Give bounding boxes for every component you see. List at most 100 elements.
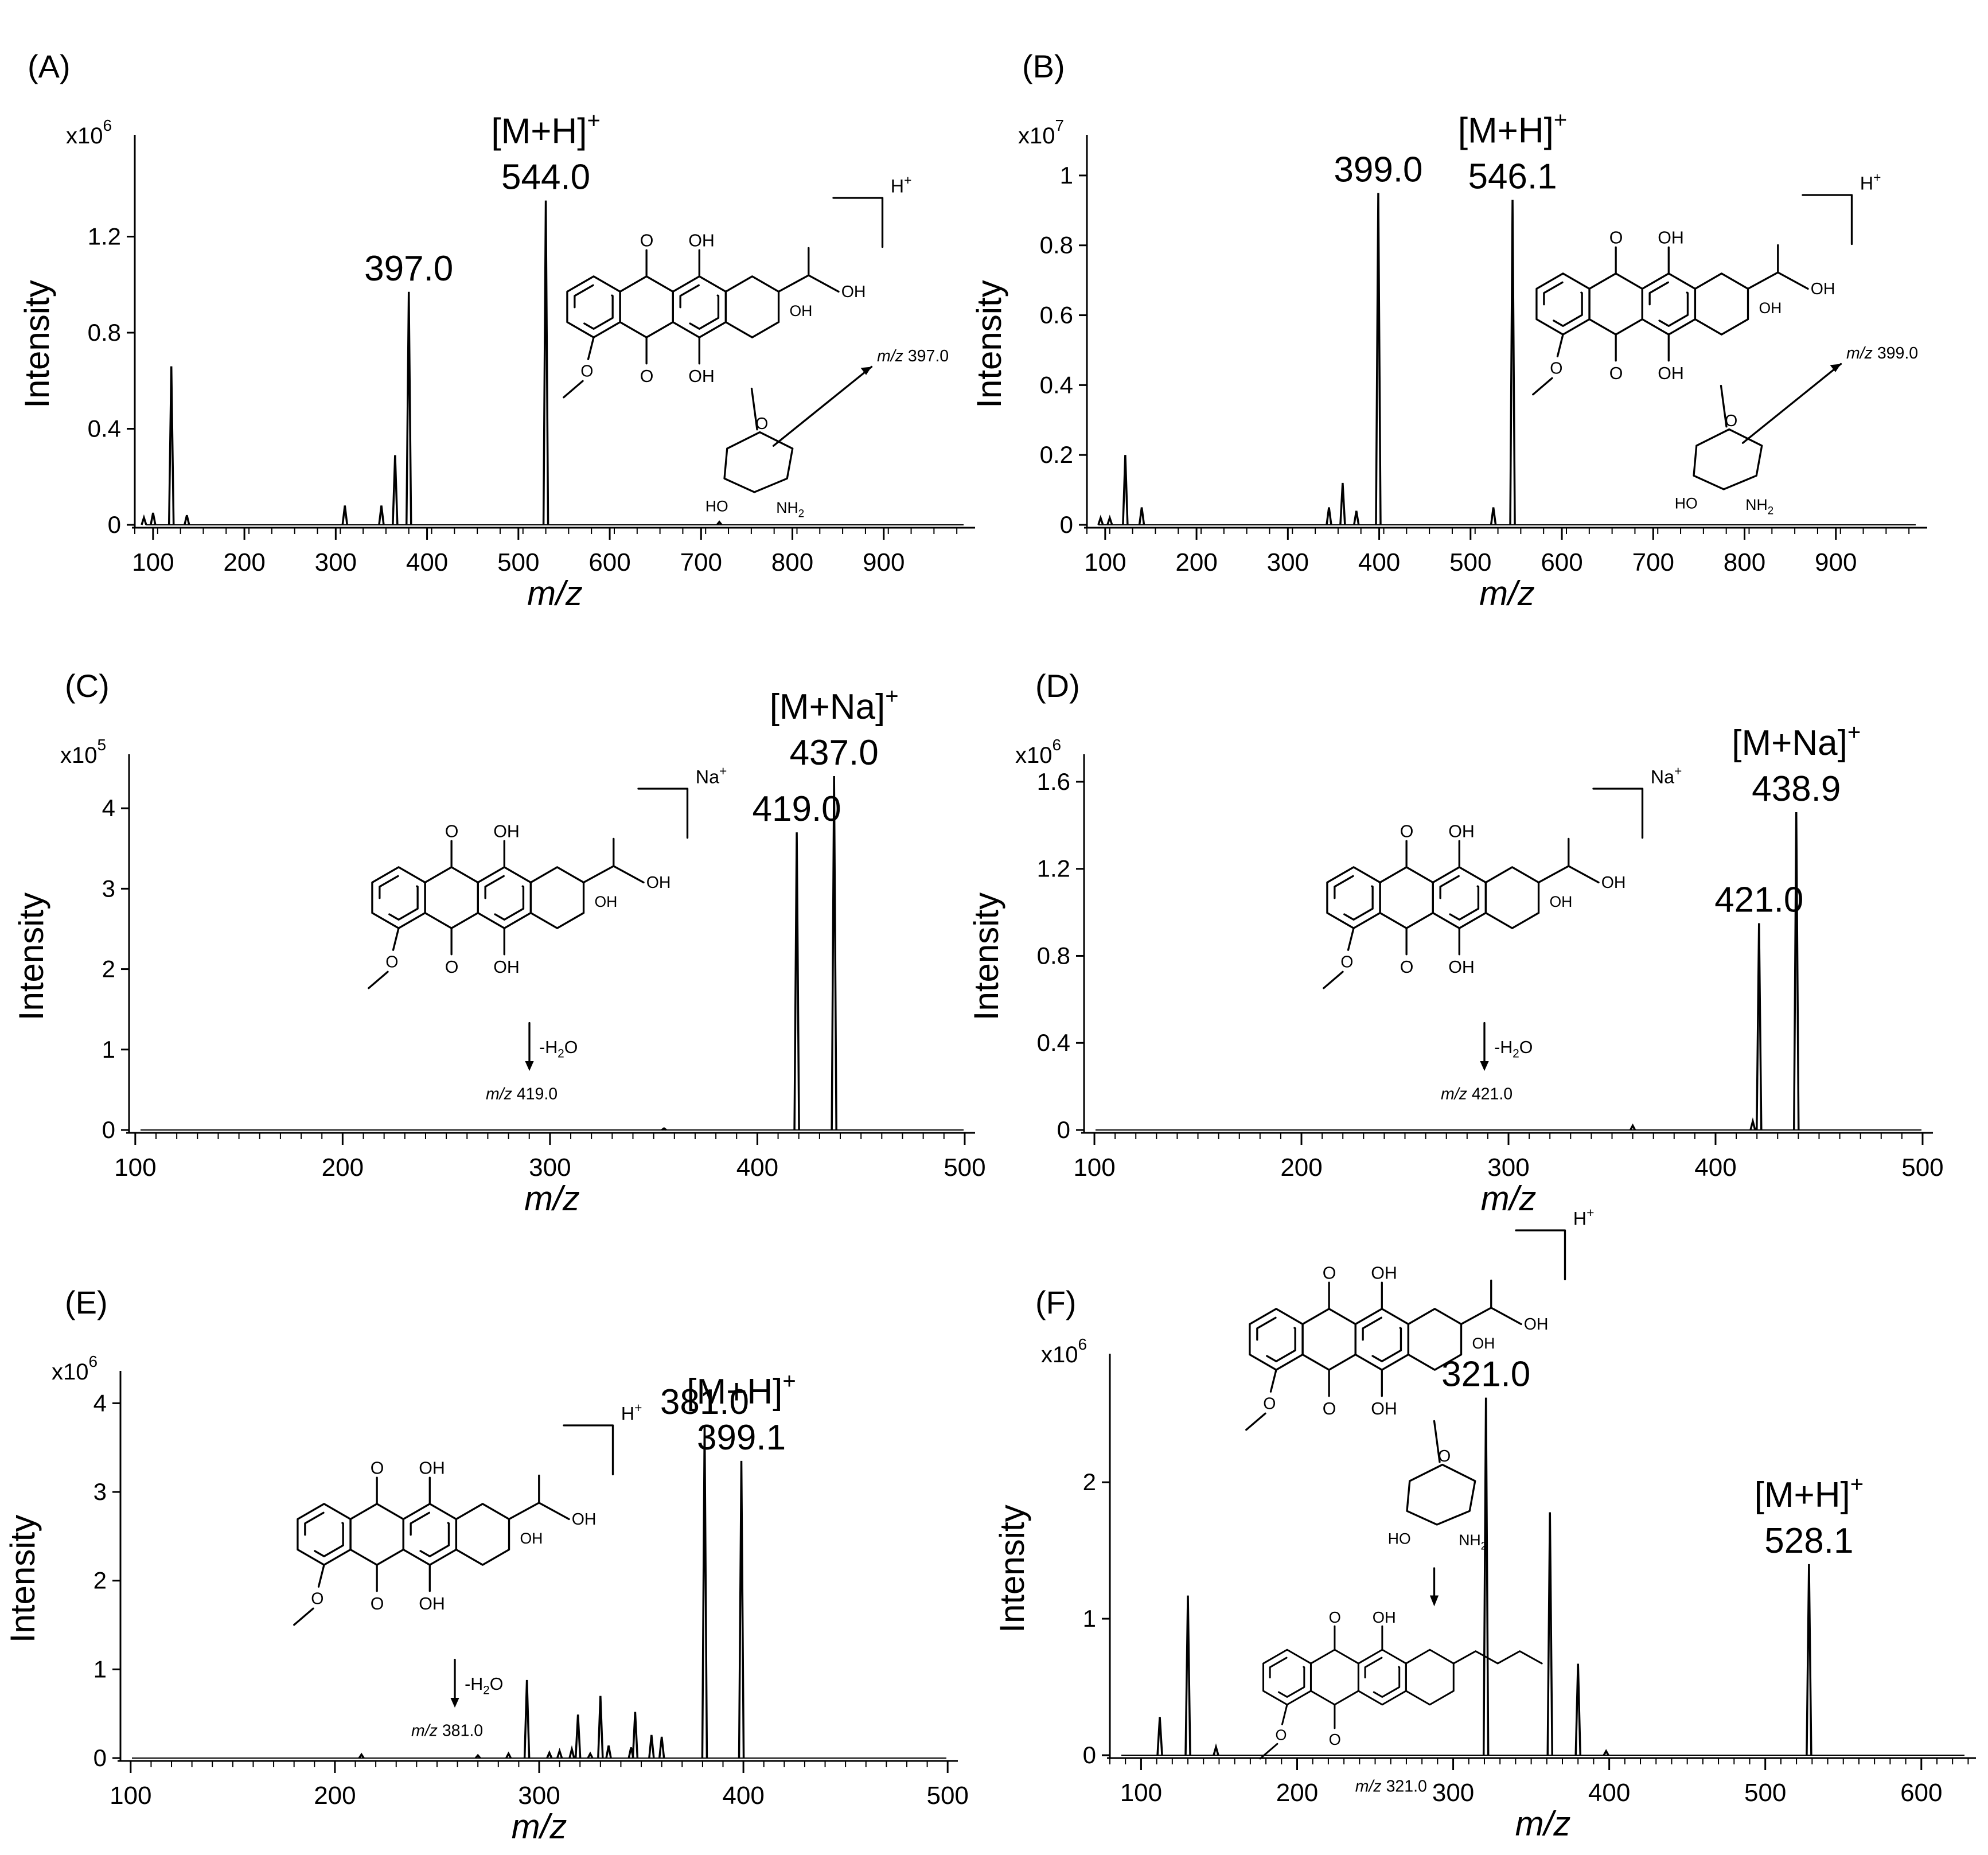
- atom-oh: OH: [1373, 1608, 1396, 1626]
- ion-bracket: [1802, 194, 1853, 245]
- arrow-head: [1830, 364, 1841, 372]
- peak: [523, 1679, 531, 1759]
- loss-label: -H2O: [465, 1674, 503, 1697]
- aromatic-bond: [304, 1511, 344, 1557]
- peak: [605, 1745, 612, 1759]
- x-axis-title: m/z: [1481, 1179, 1537, 1218]
- atom-o: O: [1329, 1731, 1341, 1748]
- peak: [661, 1127, 667, 1131]
- atom-oh: OH: [646, 874, 671, 892]
- atom-oh: OH: [1371, 1399, 1397, 1418]
- x-tick-label: 100: [1084, 548, 1126, 576]
- y-tick-label: 1.2: [88, 223, 121, 250]
- y-tick-label: 1: [1060, 162, 1073, 189]
- ring-4: [1694, 272, 1749, 336]
- atom-o: O: [445, 822, 459, 841]
- y-tick-label: 0.4: [1040, 371, 1073, 398]
- structure-dihydroxy-aglycone: O O OH OH O OH OH Na+ -H2O m/z 421.0: [1323, 763, 1682, 1104]
- side-chain: [1747, 271, 1809, 290]
- ion-bracket: [637, 788, 689, 839]
- atom-o: O: [580, 363, 593, 381]
- atom-ho: HO: [1388, 1530, 1411, 1547]
- aromatic-bond: [1362, 1316, 1402, 1362]
- fragment-label: m/z 381.0: [411, 1722, 483, 1740]
- atom-o: O: [1609, 228, 1623, 248]
- y-axis-title: Intensity: [970, 280, 1008, 408]
- x-tick-label: 600: [1900, 1779, 1942, 1807]
- atom-nh2: NH2: [776, 499, 804, 520]
- peak-label: 546.1: [1468, 157, 1557, 197]
- y-axis-title: Intensity: [18, 280, 56, 408]
- y-exponent: 6: [103, 116, 112, 134]
- diene-chain: [1452, 1650, 1543, 1665]
- peak: [378, 505, 385, 525]
- y-tick-label: 0: [1083, 1741, 1096, 1768]
- panel-label: (F): [1035, 1284, 1077, 1320]
- aromatic-bond: [1543, 281, 1583, 327]
- x-tick-label: 300: [315, 548, 357, 576]
- y-axis-title: Intensity: [967, 893, 1005, 1020]
- peak-label: [M+H]+: [1458, 108, 1567, 151]
- atom-oh: OH: [688, 231, 715, 251]
- atom-o: O: [1340, 953, 1353, 972]
- atom-ho: HO: [705, 497, 728, 515]
- y-tick-label: 2: [102, 956, 115, 983]
- y-tick-label: 0: [102, 1116, 115, 1143]
- glycosidic-bond: [1720, 384, 1728, 428]
- y-tick-label: 0.8: [88, 319, 121, 346]
- x-tick-label: 200: [1276, 1779, 1318, 1807]
- x-tick-label: 900: [1815, 548, 1857, 576]
- y-tick-label: 1.6: [1037, 768, 1070, 795]
- peak: [1630, 1123, 1636, 1131]
- peak-label: [M+H]+: [687, 1369, 796, 1412]
- panel-D: (D) x106 0 0.4 0.8 1.2 1.6 100 200 300 400 500 m/z In…: [967, 668, 1944, 1218]
- ring-4: [724, 275, 780, 338]
- fragment-label: m/z 397.0: [877, 347, 949, 365]
- peak: [1603, 1749, 1609, 1756]
- panel-label: (A): [28, 48, 71, 84]
- x-tick-label: 500: [926, 1782, 968, 1810]
- sugar-ring: [1693, 428, 1763, 490]
- ring-2: [424, 866, 479, 929]
- peak: [1546, 1512, 1553, 1756]
- peak: [505, 1751, 512, 1759]
- ion-bracket: [1515, 1229, 1566, 1281]
- x-tick-label: 300: [529, 1153, 571, 1182]
- methyl-bond: [368, 971, 389, 989]
- glycosidic-bond: [750, 387, 758, 431]
- panel-label: (D): [1035, 668, 1080, 704]
- atom-o: O: [1550, 360, 1562, 378]
- peak: [648, 1735, 655, 1759]
- peak: [556, 1747, 563, 1759]
- y-axis-title: Intensity: [993, 1505, 1031, 1632]
- structure-aglycone: O O OH OH O OH OH Na+ -H2O m/z 419.0: [368, 763, 727, 1104]
- x-tick-label: 600: [1541, 548, 1582, 576]
- methoxy-bond: [1269, 1369, 1277, 1393]
- aromatic-bond: [1364, 1657, 1401, 1698]
- x-tick-label: 400: [406, 548, 448, 576]
- y-exponent: 6: [1053, 736, 1062, 754]
- aromatic-bond: [410, 1511, 450, 1557]
- atom-o: O: [1438, 1447, 1451, 1466]
- atom-o: O: [640, 367, 654, 386]
- x-tick-label: 500: [1449, 548, 1491, 576]
- ring-2: [349, 1503, 404, 1566]
- peak: [701, 1425, 708, 1759]
- y-exponent: 5: [98, 736, 107, 754]
- y-exponent: 7: [1055, 116, 1065, 134]
- peak: [1339, 482, 1346, 525]
- peak: [1482, 1397, 1490, 1756]
- y-tick-label: 0: [1060, 511, 1073, 538]
- panel-B: (B) x107 0 0.2 0.4 0.6 0.8 1 100 200 300 400 500 600 7…: [970, 48, 1927, 613]
- arrow-head: [1429, 1595, 1439, 1607]
- peak-label: 544.0: [501, 158, 590, 197]
- atom-oh: OH: [493, 957, 520, 977]
- fragment-label: m/z 399.0: [1846, 344, 1918, 363]
- structure-diene: O O OH O: [1259, 1608, 1543, 1760]
- peak: [574, 1714, 582, 1759]
- methoxy-bond: [1556, 333, 1564, 357]
- y-tick-label: 1: [1083, 1605, 1096, 1632]
- atom-o: O: [1275, 1727, 1287, 1743]
- x-tick-label: 100: [114, 1153, 156, 1182]
